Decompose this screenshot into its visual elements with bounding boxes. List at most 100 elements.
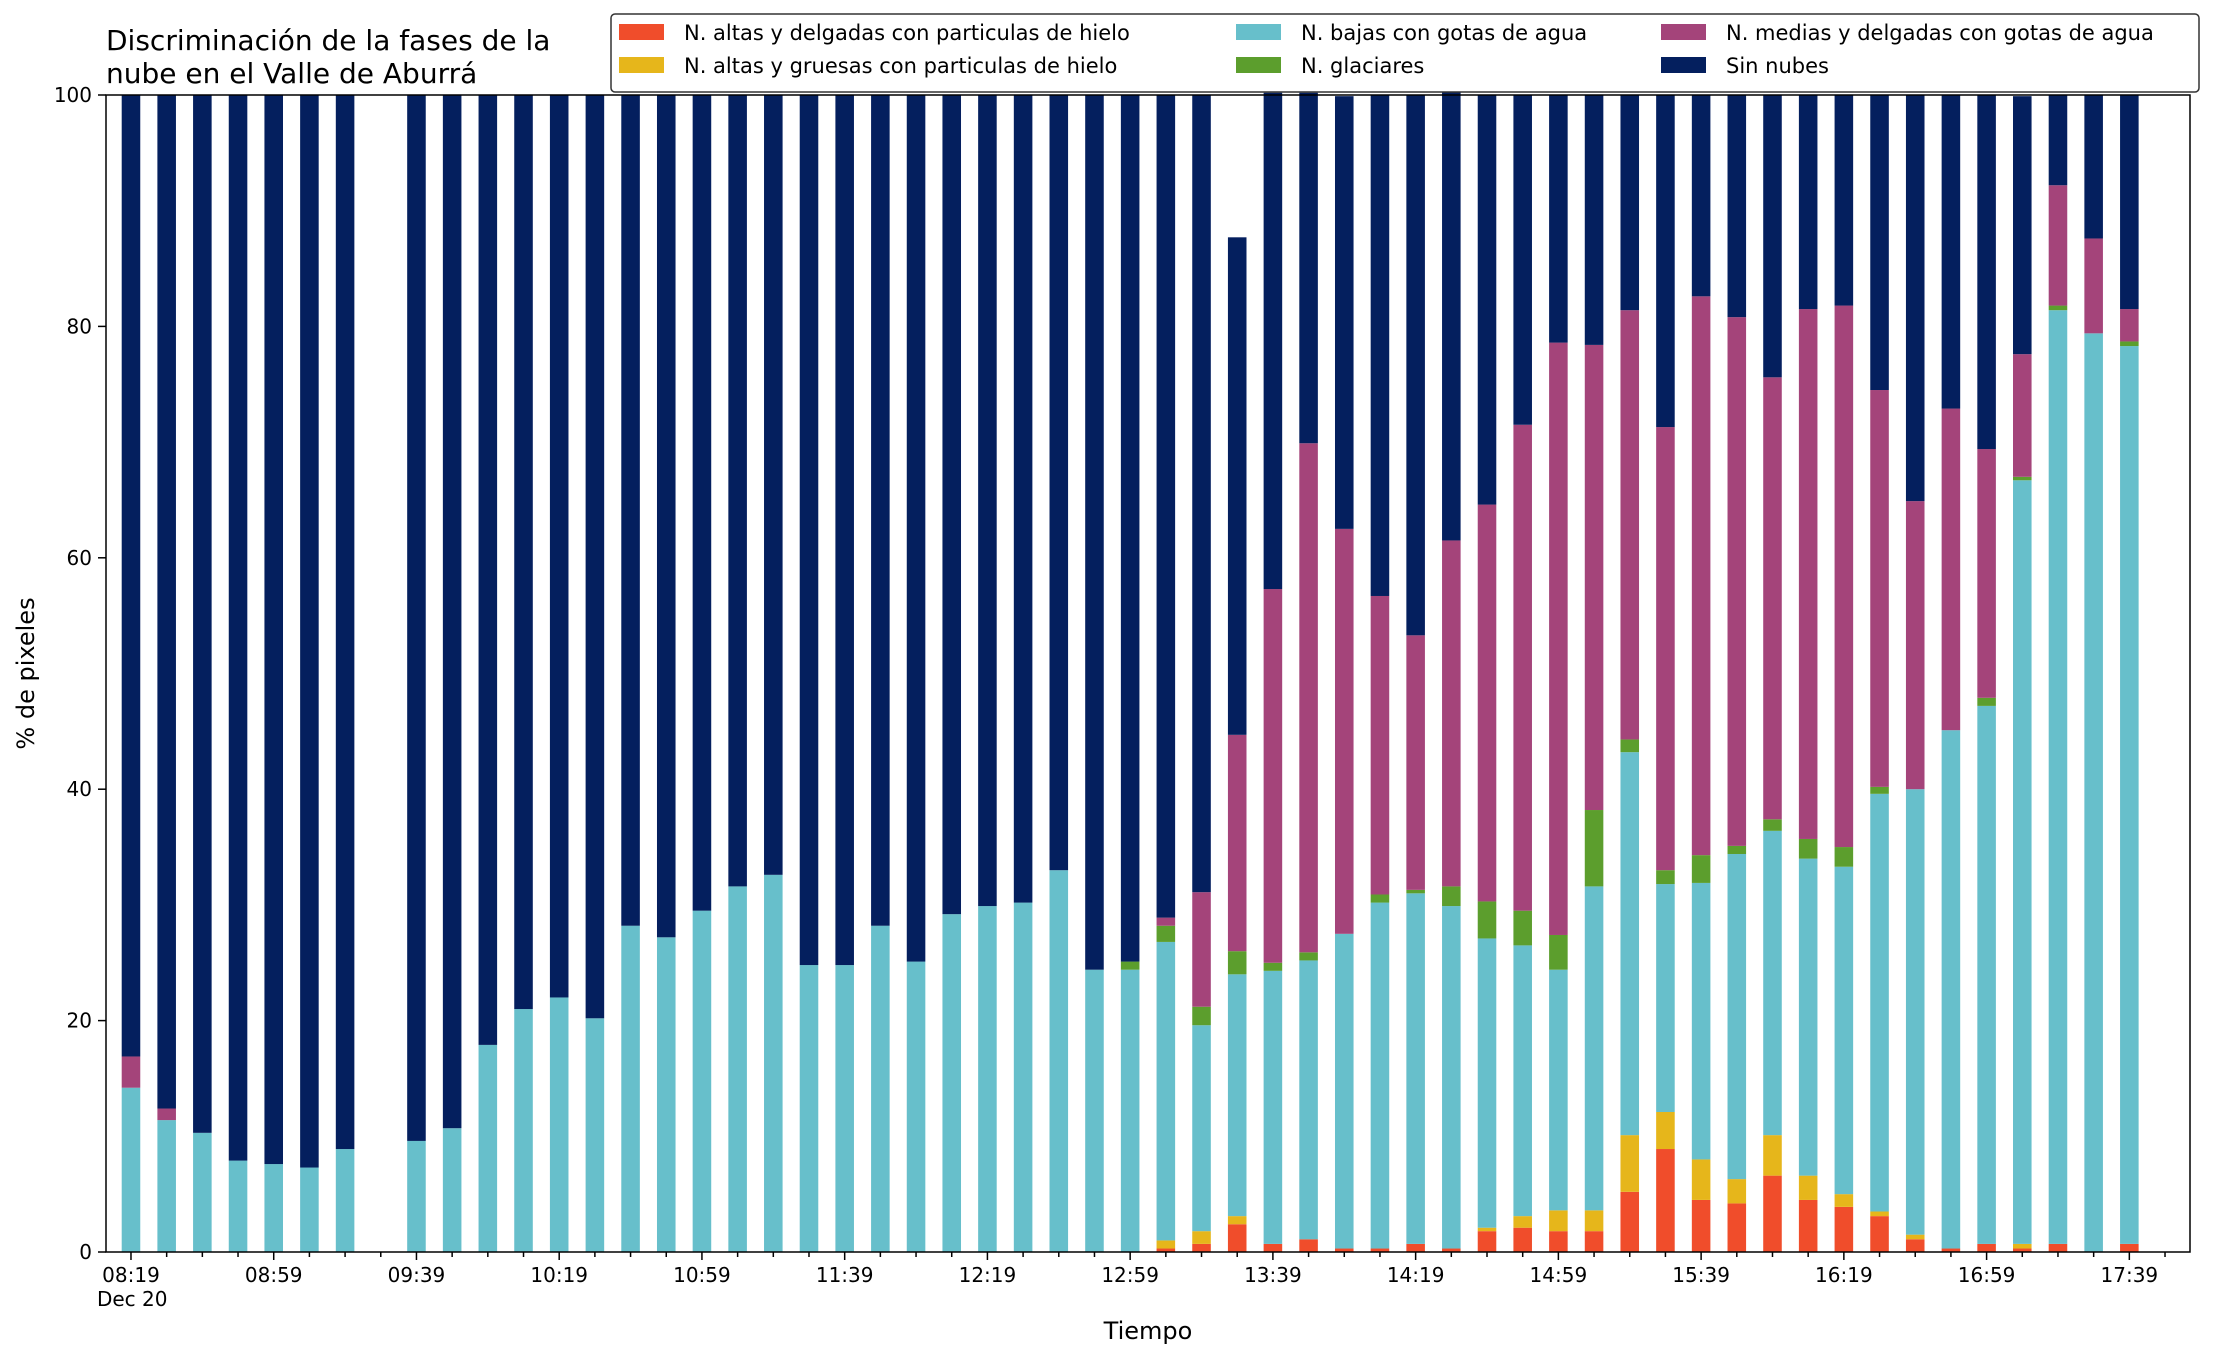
- bar-segment: [2084, 95, 2103, 239]
- bar-segment: [1870, 95, 1889, 391]
- bar-segment: [1299, 952, 1318, 961]
- bar-segment: [1727, 317, 1747, 846]
- x-tick-label: 16:59: [1958, 1263, 2016, 1287]
- bar-segment: [1549, 969, 1568, 1211]
- bar-segment: [1513, 424, 1532, 911]
- bar-segment: [1442, 906, 1461, 1249]
- bar-segment: [1156, 1240, 1176, 1249]
- bar-segment: [1763, 1135, 1782, 1176]
- bar-segment: [335, 1149, 355, 1252]
- bar-segment: [1263, 962, 1283, 971]
- bar-segment: [1620, 752, 1640, 1136]
- bar-segment: [2013, 1243, 2032, 1249]
- bar-segment: [300, 1167, 319, 1252]
- bar-segment: [835, 965, 854, 1252]
- bar-segment: [1156, 1248, 1176, 1252]
- bar-segment: [871, 95, 890, 926]
- bar-segment: [1549, 1210, 1568, 1232]
- bar-segment: [1120, 969, 1140, 1252]
- bar-segment: [621, 95, 640, 926]
- y-tick-label: 60: [67, 546, 92, 570]
- bar-segment: [1334, 1248, 1354, 1252]
- legend-label: Sin nubes: [1726, 54, 1829, 78]
- bar-segment: [264, 1164, 283, 1252]
- x-tick-label: 10:59: [673, 1263, 731, 1287]
- bar-segment: [1977, 449, 1996, 698]
- bar-segment: [1263, 92, 1283, 590]
- bar-segment: [2013, 354, 2032, 477]
- y-tick-label: 100: [54, 83, 92, 107]
- bar-segment: [1798, 838, 1818, 859]
- bar-segment: [1905, 1234, 1925, 1240]
- bar-segment: [1620, 310, 1640, 740]
- bar-segment: [2048, 185, 2068, 306]
- y-tick-label: 0: [79, 1240, 92, 1264]
- bar-segment: [1977, 95, 1996, 450]
- bar-segment: [1406, 889, 1425, 894]
- bar-segment: [1905, 789, 1925, 1235]
- bar-segment: [1442, 886, 1461, 907]
- bar-segment: [1656, 870, 1675, 885]
- bar-segment: [1656, 884, 1675, 1112]
- bar-segment: [1727, 845, 1747, 854]
- bar-segment: [978, 95, 997, 907]
- bar-segment: [1834, 1194, 1854, 1207]
- legend-label: N. altas y gruesas con particulas de hie…: [684, 54, 1117, 78]
- bar-segment: [978, 906, 997, 1252]
- bar-segment: [407, 1140, 426, 1252]
- bar-segment: [1834, 866, 1854, 1195]
- bar-segment: [1156, 941, 1176, 1241]
- bar-segment: [335, 95, 355, 1150]
- bar-segment: [1691, 855, 1711, 883]
- bar-segment: [1798, 1175, 1818, 1200]
- x-tick-label: 10:19: [530, 1263, 588, 1287]
- bar-segment: [1013, 95, 1033, 903]
- bar-segment: [656, 937, 676, 1252]
- bar-segment: [1870, 1211, 1889, 1217]
- bar-segment: [621, 925, 640, 1252]
- bar-segment: [1406, 1243, 1425, 1252]
- bar-segment: [121, 95, 141, 1057]
- bar-segment: [728, 95, 747, 887]
- bar-segment: [1977, 1243, 1996, 1252]
- bar-segment: [1513, 95, 1532, 425]
- bar-segment: [585, 95, 605, 1019]
- bar-segment: [1763, 819, 1782, 831]
- bar-segment: [1263, 970, 1283, 1244]
- bar-segment: [1691, 882, 1711, 1160]
- x-tick-label: 08:59: [245, 1263, 303, 1287]
- bar-segment: [1620, 95, 1640, 311]
- bar-segment: [1299, 92, 1318, 444]
- legend-swatch: [1236, 57, 1281, 73]
- bar-segment: [300, 95, 319, 1168]
- bar-segment: [121, 1056, 141, 1088]
- legend-swatch: [1661, 57, 1706, 73]
- bar-segment: [2120, 1243, 2139, 1252]
- bar-segment: [1370, 595, 1390, 895]
- bar-segment: [1798, 1199, 1818, 1252]
- bar-segment: [2120, 346, 2139, 1244]
- bar-segment: [2120, 309, 2139, 342]
- bar-segment: [1691, 296, 1711, 856]
- bar-segment: [1941, 1248, 1961, 1252]
- bar-segment: [1227, 1224, 1247, 1252]
- x-axis-label: Tiempo: [1103, 1317, 1193, 1345]
- bar-segment: [2013, 480, 2032, 1244]
- bar-segment: [871, 925, 890, 1252]
- bar-segment: [1013, 902, 1033, 1252]
- legend-label: N. bajas con gotas de agua: [1301, 21, 1587, 45]
- legend-swatch: [1236, 24, 1281, 40]
- y-axis-label: % de pixeles: [12, 597, 40, 749]
- bar-segment: [764, 874, 783, 1252]
- bar-segment: [1905, 501, 1925, 790]
- legend-swatch: [1661, 24, 1706, 40]
- bar-segment: [1549, 1231, 1568, 1252]
- bar-segment: [193, 1132, 212, 1252]
- bar-segment: [193, 95, 212, 1133]
- bar-segment: [478, 95, 498, 1045]
- bar-segment: [2084, 238, 2103, 334]
- bar-segment: [1513, 1216, 1532, 1228]
- bar-segment: [1370, 894, 1390, 903]
- bar-segment: [1299, 443, 1318, 953]
